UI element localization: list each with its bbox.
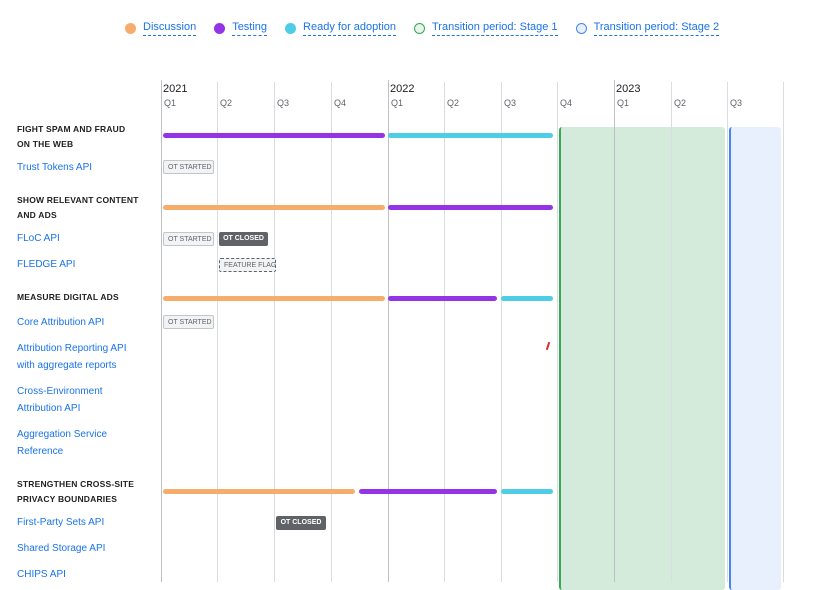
- category-fight-spam: FIGHT SPAM AND FRAUD ON THE WEB: [17, 124, 126, 149]
- quarter-label: Q2: [674, 98, 687, 108]
- gridline: [217, 82, 218, 582]
- gridline: [274, 82, 275, 582]
- gridline: [161, 80, 162, 582]
- legend-item-ready[interactable]: Ready for adoption: [285, 20, 396, 36]
- legend-item-stage1[interactable]: Transition period: Stage 1: [414, 20, 558, 36]
- category-show-relevant: SHOW RELEVANT CONTENT AND ADS: [17, 195, 139, 220]
- ready-bar: [501, 296, 553, 301]
- discussion-bar: [163, 205, 385, 210]
- legend: Discussion Testing Ready for adoption Tr…: [125, 20, 737, 36]
- transition-stage1-zone: [559, 127, 725, 590]
- category-strengthen: STRENGTHEN CROSS-SITE PRIVACY BOUNDARIES: [17, 479, 135, 504]
- ot-started-chip: OT STARTED: [163, 160, 214, 174]
- api-link-shared-storage[interactable]: Shared Storage API: [17, 543, 106, 554]
- legend-label: Testing: [232, 20, 268, 36]
- legend-label: Discussion: [143, 20, 197, 36]
- legend-item-stage2[interactable]: Transition period: Stage 2: [575, 20, 720, 36]
- quarter-label: Q4: [334, 98, 347, 108]
- quarter-label: Q1: [164, 98, 177, 108]
- ready-bar: [501, 489, 553, 494]
- gridline: [388, 80, 389, 582]
- gridline: [501, 82, 502, 582]
- legend-label: Ready for adoption: [303, 20, 396, 36]
- legend-item-testing[interactable]: Testing: [214, 20, 268, 36]
- quarter-label: Q2: [220, 98, 233, 108]
- api-link-floc[interactable]: FLoC API: [17, 233, 60, 244]
- gridline: [331, 82, 332, 582]
- red-marker: [545, 341, 551, 351]
- legend-label: Transition period: Stage 1: [432, 20, 558, 36]
- api-link-cross-environment[interactable]: Cross-Environment Attribution API: [17, 386, 103, 414]
- transition-stage2-zone: [729, 127, 781, 590]
- year-label: 2022: [390, 83, 415, 95]
- api-link-first-party-sets[interactable]: First-Party Sets API: [17, 517, 105, 528]
- gridline: [557, 82, 558, 582]
- year-label: 2021: [163, 83, 188, 95]
- quarter-label: Q4: [560, 98, 573, 108]
- year-label: 2023: [616, 83, 641, 95]
- legend-label: Transition period: Stage 2: [593, 20, 720, 36]
- quarter-label: Q3: [730, 98, 743, 108]
- category-measure-ads: MEASURE DIGITAL ADS: [17, 292, 119, 302]
- legend-item-discussion[interactable]: Discussion: [125, 20, 197, 36]
- gridline: [727, 82, 728, 582]
- api-link-core-attribution[interactable]: Core Attribution API: [17, 317, 105, 328]
- api-link-aggregation-service[interactable]: Aggregation Service Reference: [17, 429, 108, 457]
- ot-closed-chip: OT CLOSED: [276, 516, 326, 530]
- ot-started-chip: OT STARTED: [163, 315, 214, 329]
- quarter-label: Q2: [447, 98, 460, 108]
- discussion-bar: [163, 489, 355, 494]
- discussion-bar: [163, 133, 385, 138]
- stage1-dot-icon: [414, 22, 425, 34]
- ot-started-chip: OT STARTED: [163, 232, 214, 246]
- gridline: [671, 82, 672, 582]
- testing-bar: [388, 296, 497, 301]
- gridline: [783, 82, 784, 582]
- quarter-label: Q3: [277, 98, 290, 108]
- ot-closed-chip: OT CLOSED: [219, 232, 268, 246]
- api-link-fledge[interactable]: FLEDGE API: [17, 259, 76, 270]
- gridline: [614, 80, 615, 582]
- quarter-label: Q3: [504, 98, 517, 108]
- ready-dot-icon: [285, 22, 297, 34]
- testing-bar: [359, 489, 497, 494]
- testing-bar: [388, 205, 553, 210]
- api-link-attribution-reporting[interactable]: Attribution Reporting API with aggregate…: [17, 343, 127, 371]
- discussion-bar: [163, 296, 385, 301]
- api-link-trust-tokens[interactable]: Trust Tokens API: [17, 162, 93, 173]
- quarter-label: Q1: [391, 98, 404, 108]
- gridline: [444, 82, 445, 582]
- testing-dot-icon: [214, 22, 226, 34]
- quarter-label: Q1: [617, 98, 630, 108]
- discussion-dot-icon: [125, 22, 136, 34]
- stage2-dot-icon: [575, 22, 587, 34]
- api-link-chips[interactable]: CHIPS API: [17, 569, 66, 580]
- ready-bar: [388, 133, 553, 138]
- feature-flag-chip: FEATURE FLAG: [219, 258, 276, 272]
